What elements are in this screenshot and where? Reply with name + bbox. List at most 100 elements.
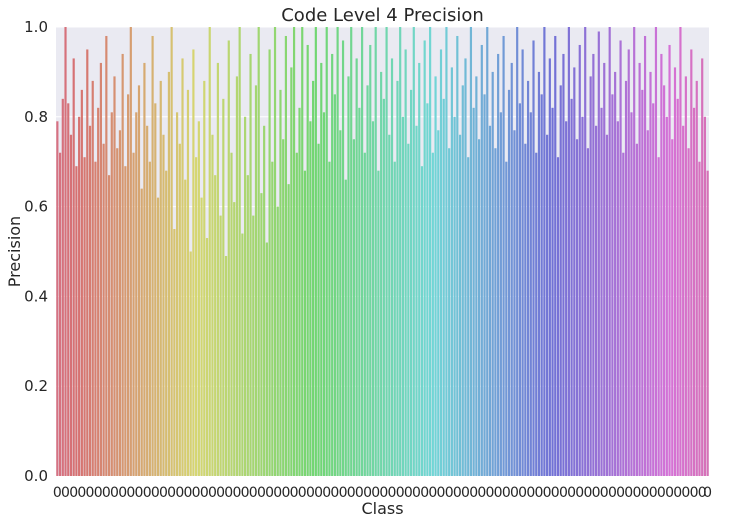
x-tick-label: 0 bbox=[469, 485, 478, 501]
bar bbox=[380, 71, 383, 477]
bar bbox=[461, 85, 464, 477]
bar bbox=[537, 71, 541, 477]
bar bbox=[350, 27, 353, 476]
bar bbox=[127, 94, 130, 476]
bar bbox=[385, 27, 388, 476]
x-tick-label: 0 bbox=[703, 485, 712, 501]
x-tick-label: 0 bbox=[290, 485, 299, 501]
bar bbox=[363, 152, 366, 476]
bar bbox=[132, 152, 135, 476]
x-tick-label: 0 bbox=[657, 485, 666, 501]
bar bbox=[170, 27, 173, 476]
bar bbox=[420, 166, 424, 476]
bar bbox=[181, 58, 184, 477]
bar bbox=[401, 116, 404, 477]
bar bbox=[551, 107, 554, 476]
bar bbox=[227, 40, 230, 476]
bar bbox=[151, 35, 154, 476]
bar bbox=[673, 67, 677, 476]
y-tick-label: 0.0 bbox=[24, 467, 48, 485]
bar bbox=[480, 44, 483, 477]
bar bbox=[611, 94, 614, 476]
bar bbox=[303, 170, 307, 476]
bar bbox=[622, 152, 625, 476]
x-tick-label: 0 bbox=[110, 485, 119, 501]
bar bbox=[682, 125, 685, 476]
bar bbox=[409, 89, 413, 477]
bar bbox=[195, 157, 198, 476]
bar bbox=[573, 67, 576, 476]
bar bbox=[456, 35, 459, 476]
bar bbox=[107, 175, 111, 477]
x-tick-label: 0 bbox=[167, 485, 176, 501]
x-tick-label: 0 bbox=[53, 485, 62, 501]
bar bbox=[279, 89, 282, 477]
x-tick-label: 0 bbox=[135, 485, 144, 501]
bar bbox=[83, 157, 86, 476]
x-tick-label: 0 bbox=[388, 485, 397, 501]
bar bbox=[271, 161, 274, 476]
y-tick-labels: 0.0 0.2 0.4 0.6 0.8 1.0 bbox=[24, 18, 48, 485]
bar bbox=[695, 80, 698, 476]
bar bbox=[641, 89, 644, 477]
bar bbox=[429, 27, 432, 476]
x-tick-label: 0 bbox=[673, 485, 682, 501]
x-tick-label: 0 bbox=[543, 485, 552, 501]
bar bbox=[377, 170, 380, 476]
bar bbox=[371, 121, 375, 476]
bar bbox=[75, 166, 78, 476]
bar bbox=[222, 98, 225, 476]
bar bbox=[595, 125, 598, 476]
bar bbox=[216, 62, 219, 477]
bar bbox=[99, 62, 102, 477]
bar bbox=[238, 27, 241, 476]
bar bbox=[605, 134, 609, 476]
x-tick-label: 0 bbox=[379, 485, 388, 501]
bar bbox=[333, 94, 336, 476]
bar bbox=[412, 27, 415, 476]
bar bbox=[80, 89, 83, 477]
bar bbox=[505, 161, 508, 476]
bar bbox=[649, 71, 652, 477]
bar bbox=[159, 80, 162, 476]
bar bbox=[336, 27, 339, 476]
bar bbox=[67, 103, 70, 476]
bar bbox=[469, 27, 473, 476]
x-tick-label: 0 bbox=[477, 485, 486, 501]
bar bbox=[178, 143, 181, 477]
bar bbox=[600, 107, 603, 476]
bar bbox=[546, 134, 549, 476]
y-tick-label: 1.0 bbox=[24, 18, 48, 36]
bar bbox=[692, 107, 696, 476]
bar bbox=[497, 53, 500, 476]
x-tick-label: 0 bbox=[624, 485, 633, 501]
bar bbox=[548, 58, 551, 477]
bar bbox=[314, 27, 317, 476]
x-tick-label: 0 bbox=[183, 485, 192, 501]
x-tick-label: 0 bbox=[69, 485, 78, 501]
x-tick-label: 0 bbox=[306, 485, 315, 501]
x-tick-label: 0 bbox=[314, 485, 323, 501]
x-tick-label: 0 bbox=[567, 485, 576, 501]
bar bbox=[167, 71, 171, 477]
bar bbox=[260, 193, 263, 476]
bar bbox=[284, 35, 287, 476]
bar bbox=[273, 27, 277, 476]
bar bbox=[589, 76, 592, 476]
bar bbox=[295, 152, 298, 476]
x-tick-label: 0 bbox=[461, 485, 470, 501]
x-tick-label: 0 bbox=[94, 485, 103, 501]
bar bbox=[586, 148, 590, 477]
bar bbox=[518, 103, 521, 476]
bar bbox=[347, 76, 350, 476]
bar bbox=[137, 85, 141, 477]
bar bbox=[535, 152, 538, 476]
bar bbox=[173, 229, 176, 476]
x-tick-label: 0 bbox=[526, 485, 535, 501]
bar bbox=[56, 121, 59, 476]
bar bbox=[668, 44, 671, 477]
bar bbox=[86, 49, 89, 476]
bar bbox=[189, 251, 192, 476]
x-axis-label: Class bbox=[361, 499, 403, 518]
